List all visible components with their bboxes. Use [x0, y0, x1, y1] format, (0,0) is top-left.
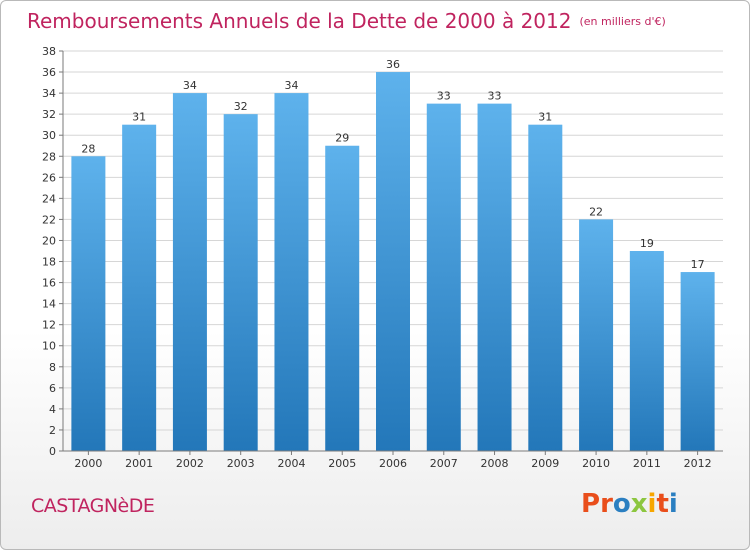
y-tick-label: 18	[42, 256, 56, 269]
x-tick-label-2001: 2001	[125, 457, 153, 470]
bar-2012	[680, 272, 715, 451]
bar-2008	[477, 103, 512, 451]
x-tick-label-2000: 2000	[74, 457, 102, 470]
x-tick-label-2004: 2004	[277, 457, 305, 470]
y-tick-label: 24	[42, 192, 56, 205]
commune-name: CASTAGNèDE	[31, 495, 155, 517]
logo-letter: i	[647, 489, 657, 519]
x-tick-label-2007: 2007	[430, 457, 458, 470]
x-tick-label-2005: 2005	[328, 457, 356, 470]
data-label-2012: 17	[691, 258, 705, 271]
chart-title-text: Remboursements Annuels de la Dette de 20…	[27, 9, 572, 33]
logo-letter: P	[581, 489, 601, 519]
data-label-2008: 33	[488, 90, 502, 103]
y-tick-label: 0	[49, 445, 56, 458]
logo-letter: i	[668, 489, 678, 519]
y-tick-label: 28	[42, 150, 56, 163]
y-tick-label: 16	[42, 277, 56, 290]
x-tick-label-2012: 2012	[684, 457, 712, 470]
logo-letter: x	[630, 489, 648, 519]
bar-2006	[376, 72, 410, 451]
logo-letter: o	[612, 489, 631, 519]
chart-unit-label: (en milliers d'€)	[579, 15, 666, 28]
data-label-2003: 32	[234, 100, 248, 113]
logo-letter: r	[600, 489, 613, 519]
y-tick-label: 12	[42, 319, 56, 332]
x-tick-label-2006: 2006	[379, 457, 407, 470]
y-tick-label: 34	[42, 87, 56, 100]
data-label-2004: 34	[284, 79, 298, 92]
bar-2007	[426, 103, 461, 451]
bar-2002	[172, 93, 207, 452]
y-tick-label: 20	[42, 234, 56, 247]
bar-2000	[71, 156, 106, 451]
y-tick-label: 2	[49, 424, 56, 437]
data-label-2002: 34	[183, 79, 197, 92]
bars	[71, 72, 715, 452]
y-tick-label: 26	[42, 171, 56, 184]
bar-2004	[274, 93, 309, 452]
bar-2001	[122, 124, 157, 452]
labels: 0246810121416182022242628303234363828200…	[42, 45, 712, 470]
bar-2003	[223, 114, 258, 451]
y-tick-label: 30	[42, 129, 56, 142]
data-label-2011: 19	[640, 237, 654, 250]
data-label-2005: 29	[335, 132, 349, 145]
x-tick-label-2009: 2009	[531, 457, 559, 470]
data-label-2000: 28	[81, 142, 95, 155]
x-tick-label-2002: 2002	[176, 457, 204, 470]
y-tick-label: 38	[42, 45, 56, 58]
bar-2005	[325, 145, 360, 451]
y-tick-label: 22	[42, 213, 56, 226]
x-tick-label-2003: 2003	[227, 457, 255, 470]
bar-2009	[528, 124, 563, 452]
y-tick-label: 8	[49, 361, 56, 374]
y-tick-label: 6	[49, 382, 56, 395]
data-label-2006: 36	[386, 58, 400, 71]
y-tick-label: 10	[42, 340, 56, 353]
y-tick-label: 4	[49, 403, 56, 416]
y-tick-label: 32	[42, 108, 56, 121]
data-label-2009: 31	[538, 111, 552, 124]
data-label-2010: 22	[589, 205, 603, 218]
proxiti-logo: Proxiti	[581, 489, 678, 519]
data-label-2007: 33	[437, 90, 451, 103]
axes	[59, 50, 723, 455]
logo-letter: t	[656, 489, 669, 519]
chart-title: Remboursements Annuels de la Dette de 20…	[27, 9, 666, 33]
bar-2010	[579, 219, 614, 451]
data-label-2001: 31	[132, 111, 146, 124]
x-tick-label-2010: 2010	[582, 457, 610, 470]
y-tick-label: 14	[42, 298, 56, 311]
bar-2011	[629, 251, 664, 451]
y-tick-label: 36	[42, 66, 56, 79]
x-tick-label-2011: 2011	[633, 457, 661, 470]
x-tick-label-2008: 2008	[481, 457, 509, 470]
